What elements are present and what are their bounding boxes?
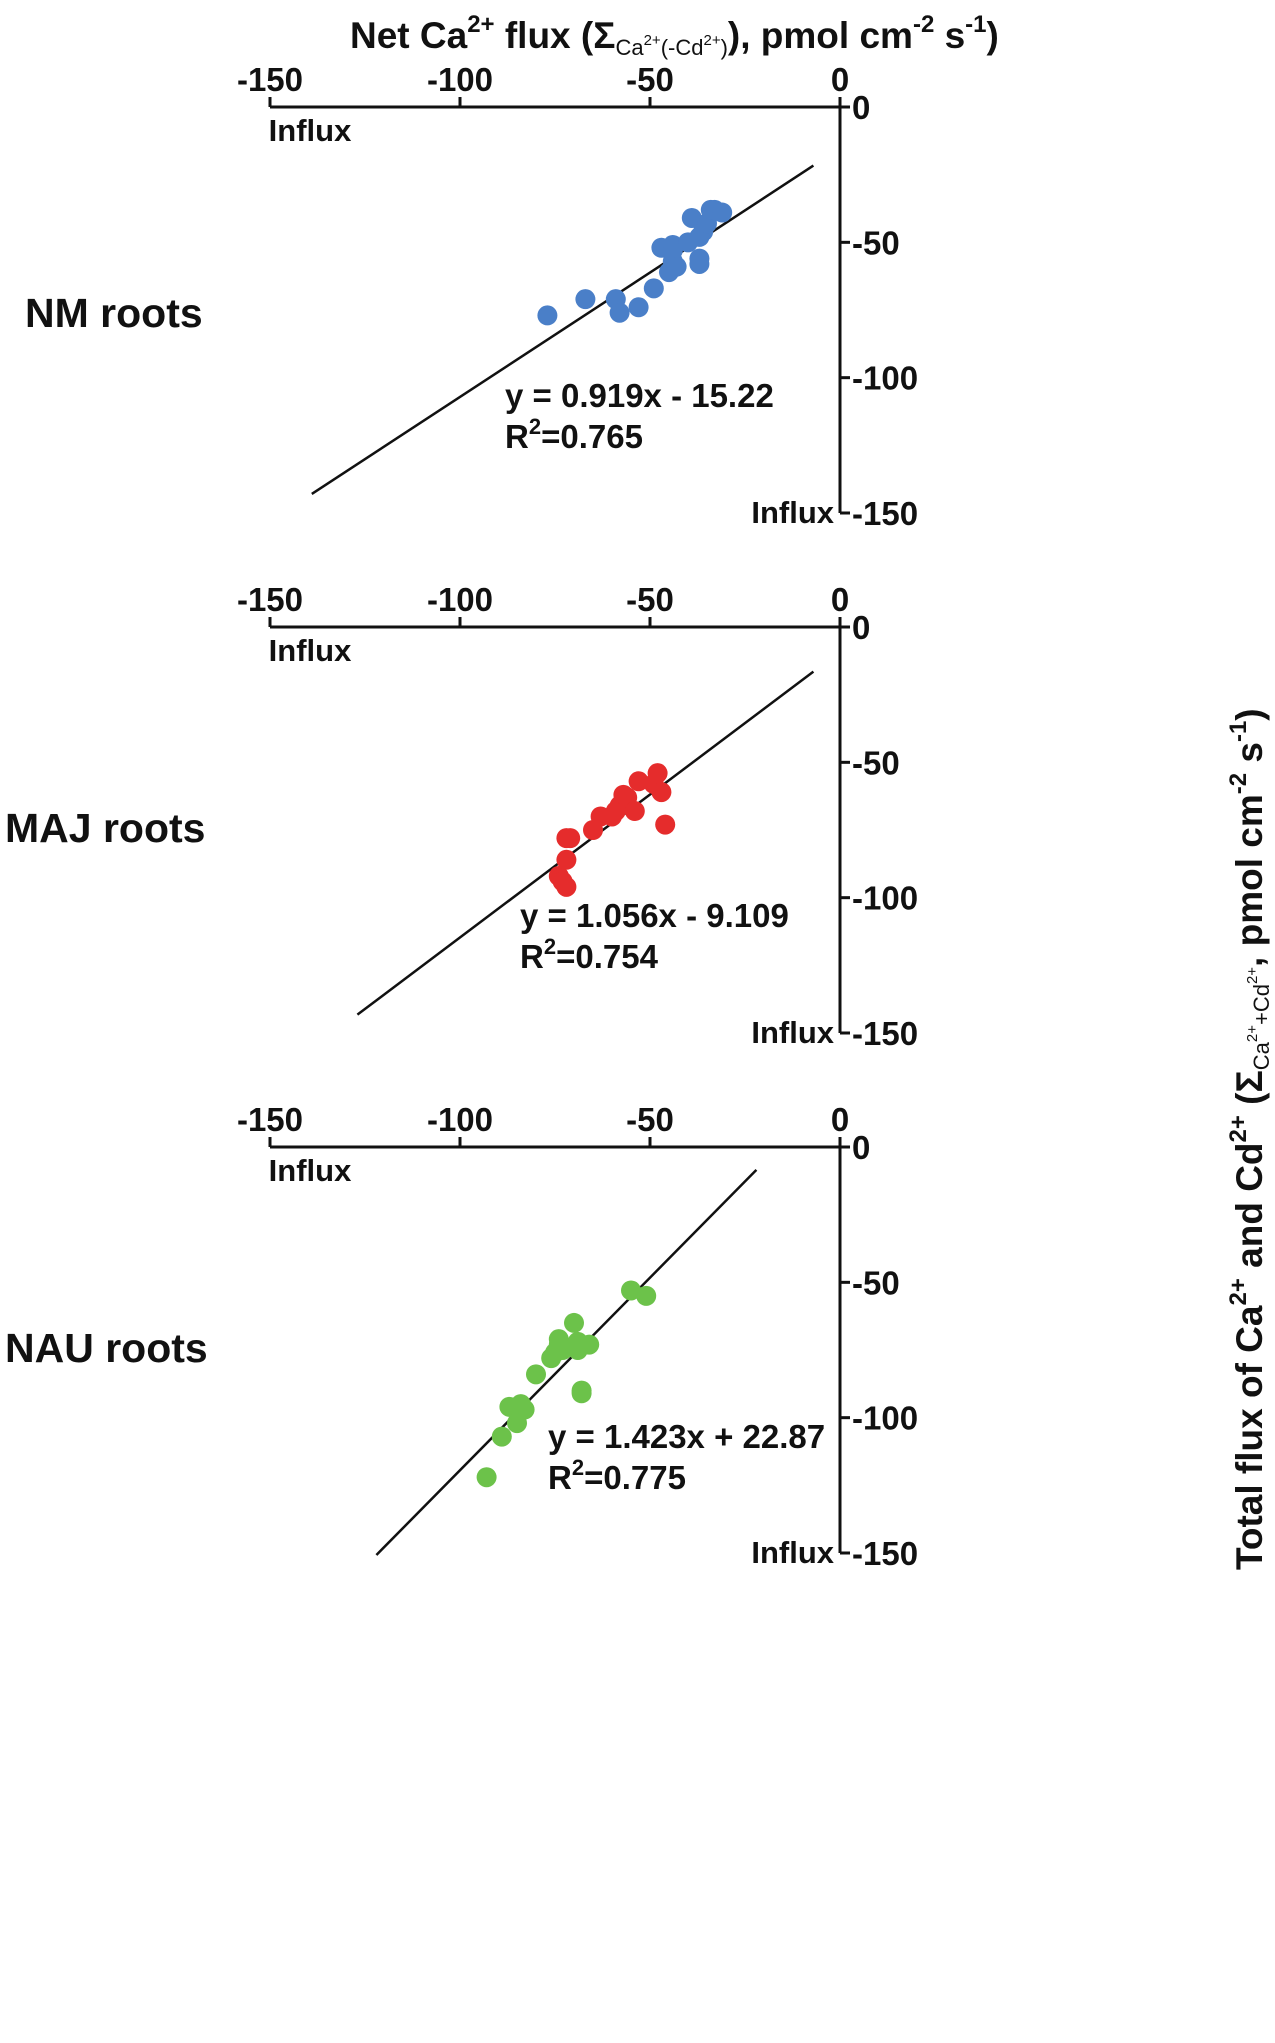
y-tick-label: -100: [852, 880, 918, 917]
data-point: [655, 814, 676, 835]
data-point: [621, 1280, 641, 1301]
fit-equation: y = 1.056x - 9.109: [520, 897, 789, 934]
data-point: [609, 302, 630, 323]
r-squared: R2=0.754: [520, 934, 659, 975]
r-squared: R2=0.775: [548, 1455, 686, 1496]
x-tick-label: -50: [626, 581, 674, 618]
y-tick-label: 0: [852, 609, 870, 646]
y-tick-label: -150: [852, 1535, 918, 1572]
data-point: [666, 256, 687, 277]
data-point: [636, 1285, 657, 1306]
data-point: [514, 1399, 535, 1420]
x-tick-label: -50: [626, 1101, 674, 1138]
data-point: [647, 763, 668, 784]
r-squared: R2=0.765: [505, 414, 643, 455]
influx-label-bottom: Influx: [751, 1535, 834, 1570]
fit-line: [311, 164, 815, 495]
influx-label-bottom: Influx: [751, 495, 834, 530]
data-point: [643, 278, 664, 299]
data-point: [712, 202, 733, 223]
x-tick-label: -50: [626, 61, 674, 98]
data-point: [571, 1380, 592, 1401]
x-tick-label: -150: [237, 61, 303, 98]
panel-2: -150 -100 -50 00 -50 -100 -150 Influx Influx MAJ …: [5, 581, 918, 1052]
row-label: NM roots: [25, 290, 203, 336]
x-tick-label: -150: [237, 1101, 303, 1138]
panel-3: -150 -100 -50 00 -50 -100 -150 Influx Influx NAU …: [5, 1101, 918, 1572]
data-point: [556, 849, 577, 870]
row-label: NAU roots: [5, 1325, 208, 1371]
data-point: [628, 297, 649, 318]
fit-line: [375, 1168, 758, 1556]
data-point: [579, 1334, 600, 1355]
data-point: [476, 1467, 497, 1488]
data-point: [556, 876, 577, 897]
y-axis-title: Total flux of Ca2+ and Cd2+ (ΣCa2++Cd2+,…: [1225, 708, 1274, 1570]
y-tick-label: -50: [852, 744, 900, 781]
x-tick-label: -100: [427, 61, 493, 98]
influx-label-top: Influx: [269, 1153, 352, 1188]
x-tick-label: 0: [831, 61, 849, 98]
data-point: [624, 801, 645, 822]
x-tick-label: -100: [427, 581, 493, 618]
data-point: [681, 207, 702, 228]
y-tick-label: -100: [852, 1400, 918, 1437]
x-tick-label: 0: [831, 581, 849, 618]
influx-label-top: Influx: [269, 633, 352, 668]
y-tick-label: 0: [852, 1129, 870, 1166]
fit-equation: y = 0.919x - 15.22: [505, 377, 774, 414]
x-axis-title: Net Ca2+ flux (ΣCa2+(-Cd2+)), pmol cm-2 …: [350, 11, 999, 60]
panel-1: -150 -100 -50 00 -50 -100 -150 Influx Influx NM r…: [25, 61, 918, 532]
x-tick-label: -100: [427, 1101, 493, 1138]
x-tick-label: -150: [237, 581, 303, 618]
x-tick-label: 0: [831, 1101, 849, 1138]
y-tick-label: 0: [852, 89, 870, 126]
y-tick-label: -50: [852, 1264, 900, 1301]
row-label: MAJ roots: [5, 805, 205, 851]
data-point: [537, 305, 558, 326]
data-point: [491, 1426, 512, 1447]
influx-label-bottom: Influx: [751, 1015, 834, 1050]
data-point: [526, 1364, 546, 1385]
data-point: [628, 771, 649, 792]
data-point: [662, 240, 683, 261]
y-tick-label: -100: [852, 360, 918, 397]
y-tick-label: -150: [852, 495, 918, 532]
data-point: [689, 253, 710, 274]
data-point: [564, 1312, 584, 1333]
y-tick-label: -50: [852, 224, 900, 261]
influx-label-top: Influx: [269, 113, 352, 148]
fit-equation: y = 1.423x + 22.87: [548, 1418, 825, 1455]
data-point: [651, 782, 672, 803]
data-point: [552, 1340, 573, 1360]
fit-line: [356, 670, 815, 1016]
y-tick-label: -150: [852, 1015, 918, 1052]
data-point: [575, 289, 596, 310]
data-point: [560, 828, 581, 849]
